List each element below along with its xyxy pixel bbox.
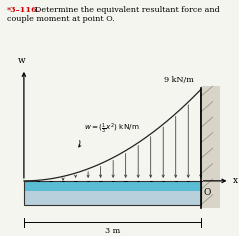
Text: 3 m: 3 m xyxy=(105,228,120,235)
Text: couple moment at point O.: couple moment at point O. xyxy=(7,15,115,23)
Text: *3–116.: *3–116. xyxy=(7,6,41,14)
Bar xyxy=(24,191,201,205)
FancyBboxPatch shape xyxy=(201,86,220,208)
Text: O: O xyxy=(203,188,211,197)
Text: 9 kN/m: 9 kN/m xyxy=(164,76,194,84)
Bar xyxy=(24,181,201,205)
Text: x: x xyxy=(233,176,238,185)
Text: Determine the equivalent resultant force and: Determine the equivalent resultant force… xyxy=(35,6,219,14)
Bar xyxy=(24,181,201,191)
Text: $w = (\frac{1}{3}x^{2})$ kN/m: $w = (\frac{1}{3}x^{2})$ kN/m xyxy=(84,122,139,136)
Text: w: w xyxy=(18,56,25,65)
